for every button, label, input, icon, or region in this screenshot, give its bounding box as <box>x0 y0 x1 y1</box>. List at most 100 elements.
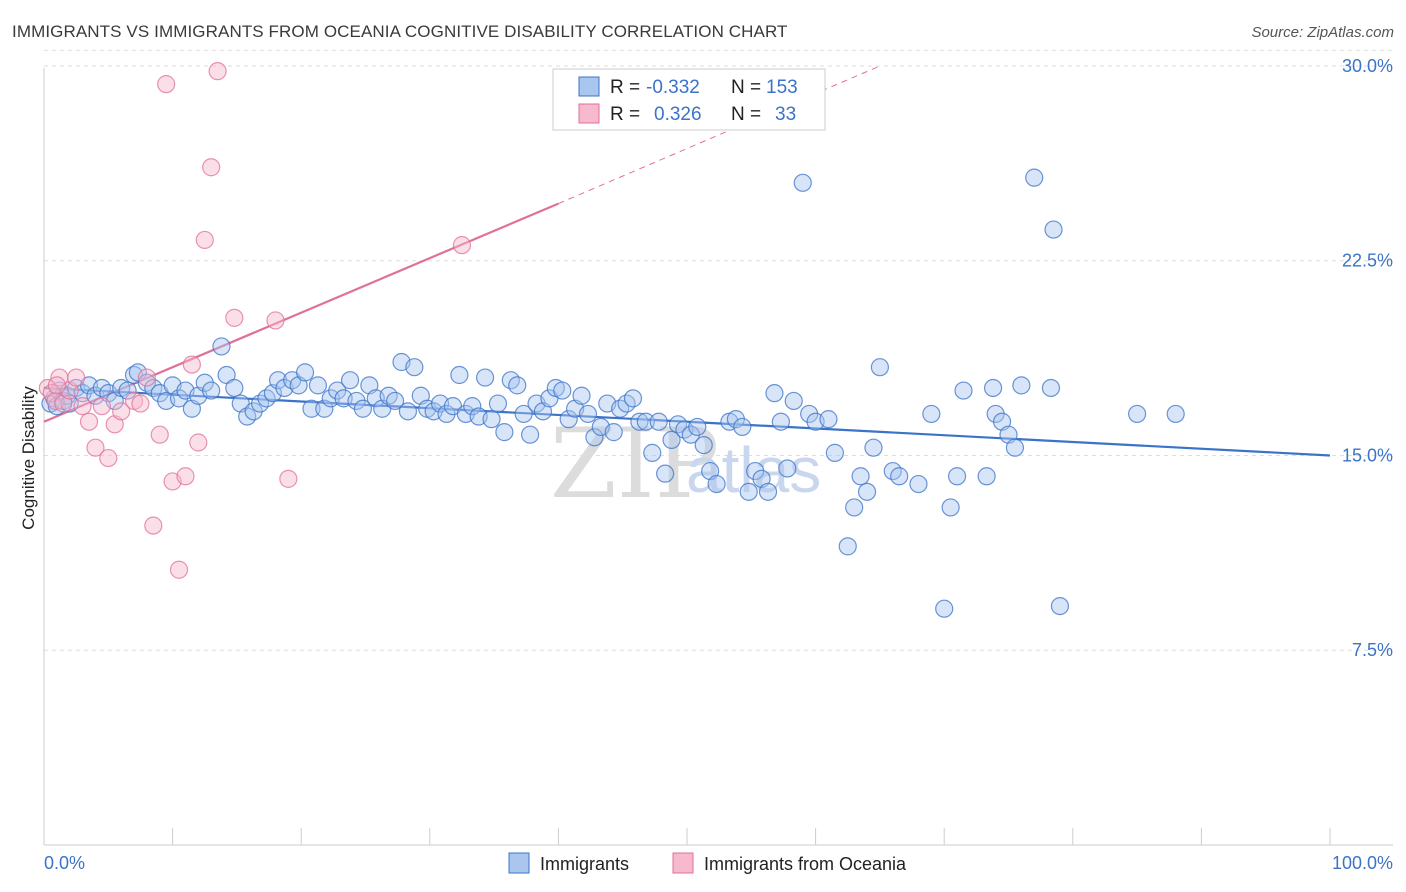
point-immigrants <box>585 428 604 447</box>
point-immigrants <box>977 467 996 486</box>
legend-swatch-immigrants <box>578 76 600 97</box>
point-immigrants <box>909 474 928 494</box>
point-immigrants <box>922 404 941 424</box>
point-immigrants <box>733 417 752 437</box>
point-immigrants <box>475 368 495 387</box>
y-tick-label: 15.0% <box>1342 445 1393 465</box>
point-immigrants <box>662 430 681 450</box>
chart-source: Source: ZipAtlas.com <box>1251 24 1394 41</box>
point-immigrants <box>947 467 967 486</box>
point-immigrants <box>508 376 527 395</box>
point-oceania <box>79 412 99 431</box>
y-tick-label: 7.5% <box>1352 640 1393 660</box>
point-immigrants <box>1166 404 1185 424</box>
point-immigrants <box>353 399 373 418</box>
axes <box>43 68 1393 846</box>
legend-n-label-2: N = <box>731 104 761 125</box>
point-immigrants <box>398 402 418 421</box>
y-tick-label: 22.5% <box>1342 251 1393 271</box>
point-oceania <box>67 368 86 387</box>
point-immigrants <box>463 397 482 416</box>
point-immigrants <box>450 365 469 385</box>
point-immigrants <box>778 459 797 478</box>
bottom-legend-swatch-oceania <box>672 852 694 874</box>
data-points <box>38 62 1185 618</box>
x-tick-label-min: 0.0% <box>44 853 85 873</box>
legend-r-label-1: R = <box>610 77 640 98</box>
point-immigrants <box>954 381 973 400</box>
point-oceania <box>137 368 156 387</box>
point-immigrants <box>784 391 803 411</box>
chart-title: IMMIGRANTS VS IMMIGRANTS FROM OCEANIA CO… <box>12 22 788 41</box>
point-immigrants <box>819 410 838 429</box>
point-immigrants <box>771 412 790 431</box>
point-immigrants <box>578 404 598 424</box>
point-immigrants <box>825 443 844 462</box>
legend-r-value-2: 0.326 <box>654 104 702 125</box>
trend-line-oceania-extension <box>558 65 881 205</box>
point-oceania <box>202 158 221 177</box>
point-immigrants <box>1127 404 1147 424</box>
point-immigrants <box>623 389 643 408</box>
legend-swatch-oceania <box>578 103 600 124</box>
point-immigrants <box>694 435 713 455</box>
point-immigrants <box>275 378 294 398</box>
point-immigrants <box>1025 168 1044 187</box>
point-immigrants <box>1012 376 1031 395</box>
legend-n-value-1: 153 <box>766 77 798 98</box>
point-immigrants <box>202 381 221 400</box>
bottom-legend-swatch-immigrants <box>508 852 530 874</box>
point-immigrants <box>1005 438 1025 457</box>
y-axis-title: Cognitive Disability <box>19 386 38 530</box>
point-immigrants <box>630 412 649 431</box>
point-oceania <box>189 433 208 452</box>
point-oceania <box>195 230 214 250</box>
point-immigrants <box>118 381 137 400</box>
point-immigrants <box>838 537 857 556</box>
watermark-atlas: atlas <box>686 434 821 506</box>
x-tick-label-max: 100.0% <box>1332 853 1393 873</box>
point-oceania <box>86 438 105 457</box>
point-oceania <box>208 62 227 81</box>
point-immigrants <box>935 599 954 618</box>
point-immigrants <box>482 410 501 429</box>
point-immigrants <box>604 423 623 442</box>
point-oceania <box>47 376 66 395</box>
correlation-legend: R = -0.332 N = 153 R = 0.326 N = 33 <box>552 68 826 131</box>
point-immigrants <box>405 358 424 377</box>
point-immigrants <box>1050 596 1070 616</box>
point-immigrants <box>495 423 514 442</box>
point-oceania <box>73 397 92 416</box>
legend-n-value-2: 33 <box>775 104 796 125</box>
point-immigrants <box>636 412 655 431</box>
point-immigrants <box>295 363 315 382</box>
point-immigrants <box>302 399 321 418</box>
point-immigrants <box>688 417 707 437</box>
point-oceania <box>182 355 201 374</box>
point-oceania <box>131 394 150 413</box>
point-oceania <box>150 425 169 444</box>
bottom-legend-label-immigrants: Immigrants <box>540 854 629 874</box>
point-immigrants <box>983 378 1003 398</box>
grid-lines <box>44 49 1393 651</box>
series-legend: Immigrants Immigrants from Oceania <box>508 852 907 874</box>
point-immigrants <box>707 474 726 494</box>
point-immigrants <box>128 363 147 382</box>
point-immigrants <box>1041 378 1061 398</box>
point-immigrants <box>864 438 883 457</box>
point-immigrants <box>643 443 662 462</box>
point-immigrants <box>315 399 334 418</box>
point-immigrants <box>739 482 758 501</box>
point-oceania <box>452 236 472 255</box>
point-oceania <box>266 311 285 330</box>
bottom-legend-label-oceania: Immigrants from Oceania <box>704 854 907 874</box>
point-oceania <box>99 448 118 468</box>
y-tick-labels: 7.5% 15.0% 22.5% 30.0% <box>1342 56 1393 660</box>
legend-r-label-2: R = <box>610 104 640 125</box>
point-immigrants <box>514 404 533 424</box>
point-immigrants <box>340 371 360 390</box>
point-immigrants <box>488 394 508 413</box>
point-immigrants <box>845 498 864 517</box>
point-immigrants <box>559 410 578 429</box>
